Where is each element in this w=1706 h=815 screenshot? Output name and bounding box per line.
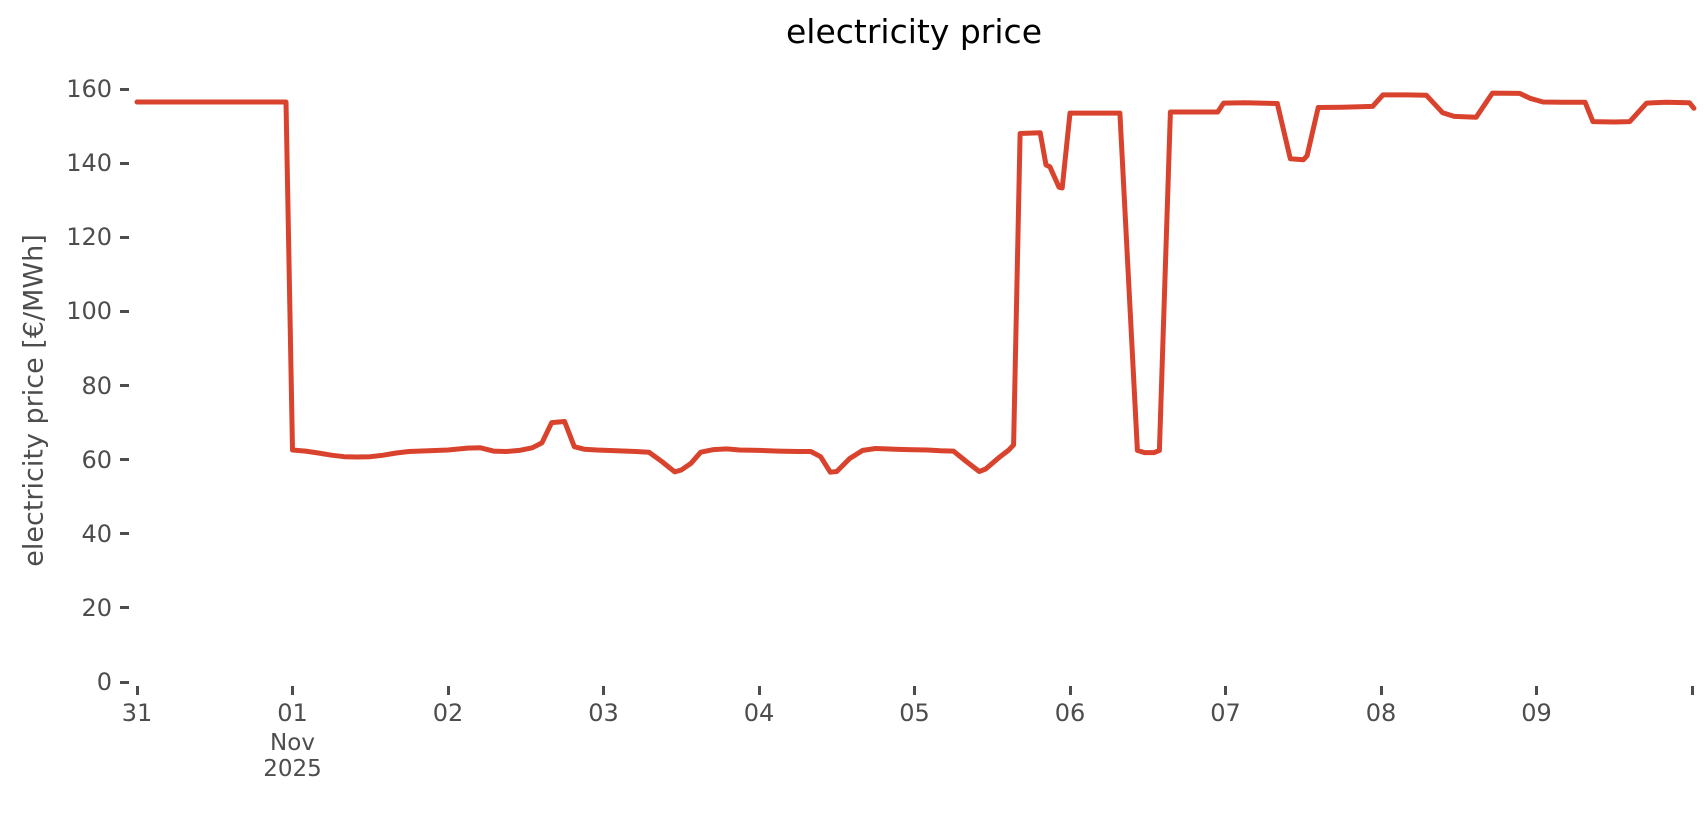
x-tick-label: 31 (121, 699, 153, 727)
price-line-series (134, 90, 1697, 475)
y-tick-label: 120 (66, 223, 112, 252)
x-tick-mark (757, 686, 761, 695)
y-tick-mark (120, 458, 129, 462)
y-tick-label: 160 (66, 75, 112, 103)
y-tick-label: 0 (96, 668, 112, 696)
y-tick-mark (120, 532, 129, 536)
x-tick-label: 08 (1365, 699, 1397, 727)
y-tick-label: 80 (81, 371, 112, 400)
x-tick-label: 05 (899, 699, 930, 727)
y-tick-label: 20 (81, 593, 112, 622)
x-tick-mark (1690, 686, 1694, 695)
y-tick-mark (120, 87, 129, 91)
y-tick-mark (120, 309, 129, 313)
y-tick-mark (120, 235, 129, 239)
x-tick-label: 03 (588, 699, 619, 727)
y-tick-mark (120, 161, 129, 165)
x-tick-label: 04 (743, 699, 775, 727)
x-tick-label: 07 (1210, 699, 1241, 727)
y-tick-label: 100 (66, 297, 112, 326)
x-tick-mark (1379, 686, 1383, 695)
y-tick-label: 40 (81, 519, 112, 548)
x-tick-label: 01 (277, 699, 308, 727)
x-tick-label: 02 (432, 699, 464, 727)
x-tick-mark (135, 686, 139, 695)
x-tick-mark (446, 686, 450, 695)
x-tick-sublabel: 2025 (263, 756, 322, 782)
x-tick-mark (913, 686, 916, 695)
chart-title: electricity price (786, 12, 1042, 51)
x-tick-sublabel: Nov (270, 730, 315, 756)
x-tick-label: 06 (1054, 699, 1086, 727)
y-tick-mark (120, 680, 129, 684)
x-tick-mark (291, 686, 294, 695)
y-tick-mark (120, 384, 129, 387)
x-tick-mark (1535, 686, 1538, 695)
y-tick-label: 140 (66, 149, 112, 178)
y-tick-label: 60 (81, 445, 112, 474)
x-tick-mark (1224, 686, 1227, 695)
x-tick-label: 09 (1521, 699, 1552, 727)
x-tick-mark (1068, 686, 1072, 695)
x-tick-mark (602, 686, 605, 695)
y-tick-mark (120, 606, 129, 610)
